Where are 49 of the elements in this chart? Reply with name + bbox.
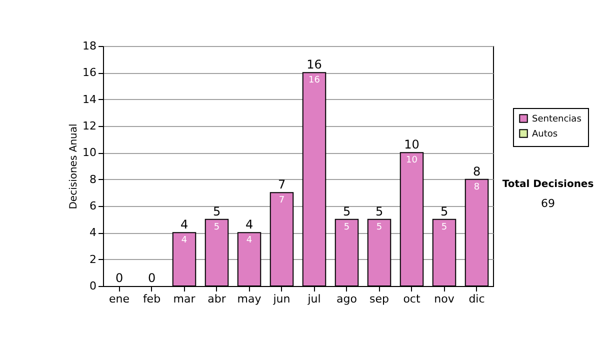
total-label: 5 (375, 204, 384, 218)
y-tick-label: 12 (82, 120, 96, 132)
y-tick-label: 18 (82, 40, 96, 52)
data-label: 5 (441, 222, 448, 232)
total-label: 4 (245, 218, 254, 232)
data-label: 4 (246, 236, 252, 246)
y-axis-title: Decisiones Anual (68, 124, 80, 210)
text: 69 (541, 197, 555, 210)
data-label: 4 (181, 236, 188, 246)
y-tick-label: 16 (82, 66, 96, 80)
x-tick-label: jul (306, 292, 321, 306)
x-tick-label: feb (142, 292, 161, 306)
total-label: 7 (278, 178, 286, 192)
x-tick-label: jun (272, 292, 290, 306)
x-tick-label: mar (173, 292, 196, 306)
total-label: 4 (180, 218, 188, 232)
total-label: 16 (306, 58, 322, 72)
total-label: 5 (342, 204, 351, 218)
y-tick-label: 8 (90, 172, 96, 186)
x-tick-label: nov (434, 292, 455, 306)
y-tick-label: 6 (90, 200, 96, 212)
x-tick-label: abr (208, 292, 226, 306)
text: Total Decisiones (502, 179, 594, 190)
data-label: 7 (278, 196, 285, 206)
y-tick-label: 0 (90, 280, 96, 292)
total-label: 5 (212, 204, 221, 218)
data-label: 16 (308, 76, 320, 86)
y-tick-label: 14 (82, 92, 96, 106)
data-label: 10 (406, 156, 418, 166)
x-tick-label: may (237, 292, 262, 306)
y-tick-label: 4 (90, 226, 96, 240)
legend-label: Autos (532, 130, 558, 140)
data-label: 8 (474, 182, 480, 192)
legend-label: Sentencias (532, 114, 582, 124)
x-tick-label: dic (468, 292, 485, 306)
y-tick-label: 10 (82, 146, 96, 160)
total-label: 0 (115, 271, 124, 285)
total-label: 0 (148, 271, 156, 285)
total-label: 5 (440, 204, 448, 218)
total-label: 8 (472, 164, 481, 178)
x-tick-label: ago (336, 292, 358, 306)
x-tick-label: ene (108, 292, 130, 306)
x-tick-label: sep (370, 292, 390, 306)
total-label: 10 (404, 138, 420, 152)
y-tick-label: 2 (90, 252, 96, 266)
x-tick-label: oct (403, 292, 421, 306)
data-label: 5 (344, 222, 350, 232)
data-label: 5 (376, 222, 382, 232)
data-label: 5 (214, 222, 220, 232)
